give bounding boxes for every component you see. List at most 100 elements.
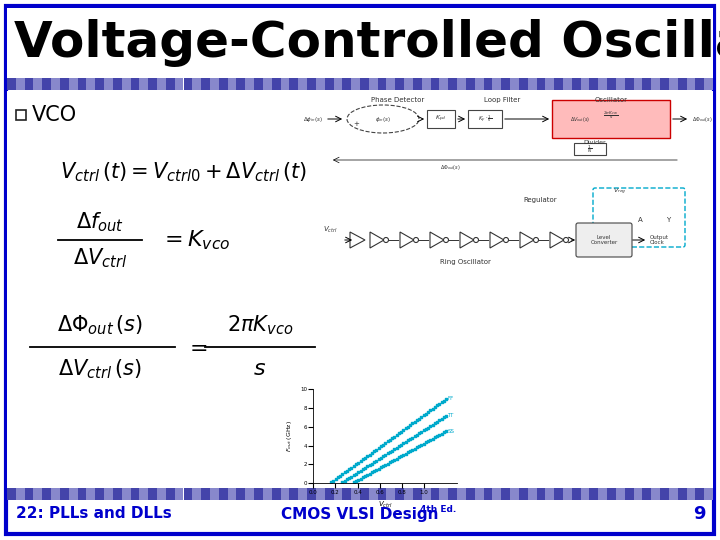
Bar [175, 488, 184, 500]
Bar [281, 488, 289, 500]
Bar [325, 78, 333, 90]
Bar [678, 488, 687, 500]
Bar [351, 488, 360, 500]
Point [400, 424, 411, 433]
Bar [404, 488, 413, 500]
Point [391, 430, 402, 439]
Bar [307, 488, 316, 500]
Bar [552, 100, 670, 138]
Point [377, 462, 389, 470]
Bar [95, 488, 104, 500]
Point [397, 450, 409, 459]
Bar [175, 78, 184, 90]
Point [375, 463, 387, 471]
Bar [201, 78, 210, 90]
Bar [387, 488, 395, 500]
Bar [60, 488, 69, 500]
Bar [510, 78, 519, 90]
Point [433, 400, 445, 408]
Bar [236, 78, 246, 90]
Point [359, 472, 371, 481]
Bar [86, 488, 95, 500]
Bar [528, 488, 536, 500]
Point [415, 441, 427, 449]
Bar [148, 78, 157, 90]
Text: 22: PLLs and DLLs: 22: PLLs and DLLs [16, 507, 172, 522]
Point [357, 465, 369, 474]
Bar [263, 488, 271, 500]
Point [353, 458, 364, 467]
Point [429, 433, 441, 442]
Point [411, 416, 423, 424]
Point [384, 448, 395, 456]
Bar [298, 488, 307, 500]
Bar [271, 488, 281, 500]
Point [431, 401, 443, 410]
Bar [130, 488, 140, 500]
Point [368, 458, 379, 467]
Point [441, 395, 452, 403]
Circle shape [503, 238, 508, 242]
Point [423, 437, 434, 445]
Text: Voltage-Controlled Oscillator: Voltage-Controlled Oscillator [14, 19, 720, 67]
Bar [554, 78, 563, 90]
Polygon shape [430, 232, 444, 248]
Point [353, 468, 364, 476]
Point [402, 422, 413, 431]
Point [375, 454, 387, 462]
Point [420, 438, 431, 447]
Text: $V_{reg}$: $V_{reg}$ [613, 187, 626, 197]
Point [433, 416, 445, 424]
Point [368, 447, 379, 456]
Bar [449, 78, 457, 90]
Point [366, 459, 377, 468]
Point [420, 424, 431, 433]
Point [405, 435, 416, 443]
Bar [369, 488, 378, 500]
Bar [484, 488, 492, 500]
Point [387, 446, 398, 455]
Bar [69, 488, 78, 500]
Bar [704, 488, 713, 500]
Point [431, 432, 443, 441]
Bar [457, 488, 466, 500]
Bar [271, 78, 281, 90]
Point [355, 467, 366, 475]
Point [346, 472, 357, 481]
Point [384, 435, 395, 444]
Bar [219, 488, 228, 500]
Bar [474, 488, 484, 500]
Bar [166, 488, 175, 500]
Point [350, 469, 361, 478]
Bar [395, 488, 404, 500]
Point [337, 478, 348, 487]
Point [373, 444, 384, 453]
Point [413, 442, 425, 450]
Point [395, 427, 407, 436]
Bar [413, 488, 422, 500]
Bar [474, 78, 484, 90]
Bar [7, 91, 713, 488]
Bar [607, 488, 616, 500]
Bar [342, 78, 351, 90]
Bar [122, 78, 130, 90]
Bar [333, 488, 342, 500]
Point [407, 446, 418, 454]
Point [366, 449, 377, 457]
Point [339, 476, 351, 485]
Bar [554, 488, 563, 500]
Point [361, 452, 373, 461]
Bar [104, 78, 113, 90]
Text: Y: Y [666, 217, 670, 223]
Point [328, 476, 339, 485]
Bar [210, 78, 219, 90]
Bar [307, 78, 316, 90]
Point [371, 456, 382, 465]
Point [348, 462, 359, 470]
Polygon shape [490, 232, 504, 248]
Point [355, 474, 366, 483]
Polygon shape [550, 232, 564, 248]
Bar [545, 78, 554, 90]
Bar [466, 78, 474, 90]
Bar [342, 488, 351, 500]
